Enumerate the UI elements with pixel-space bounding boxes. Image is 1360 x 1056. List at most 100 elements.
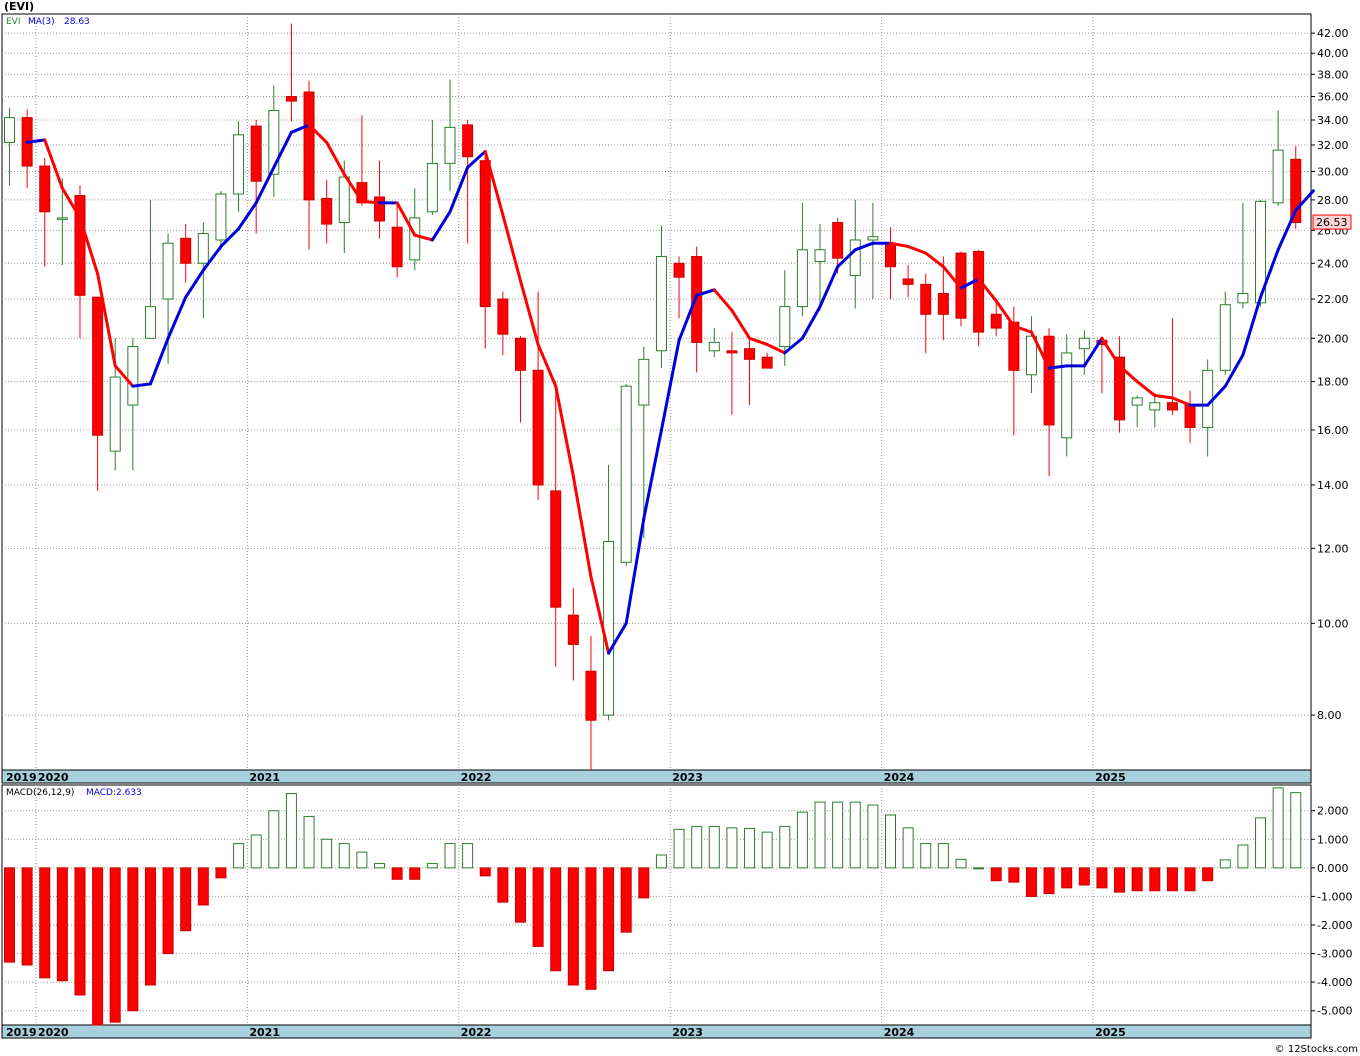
macd-tick-label: 2.000 — [1317, 805, 1349, 818]
macd-bar — [744, 827, 756, 869]
macd-bar — [303, 815, 315, 869]
macd-bars — [4, 787, 1302, 1026]
candle-body — [550, 490, 562, 608]
ma-segment — [959, 277, 981, 290]
ma-segment — [430, 210, 452, 242]
macd-bar — [109, 867, 121, 1023]
candle-body — [532, 369, 544, 486]
price-tick-label: 40.00 — [1317, 47, 1349, 60]
candle-body — [973, 250, 985, 333]
candle-body — [39, 165, 51, 213]
price-tick-label: 20.00 — [1317, 332, 1349, 345]
macd-bar — [321, 838, 333, 869]
ma-segment — [1223, 353, 1245, 388]
price-year-label: 2022 — [461, 771, 492, 784]
ma-segment — [254, 165, 276, 205]
candles — [4, 23, 1302, 770]
candle-body — [1078, 337, 1090, 350]
price-tick-label: 14.00 — [1317, 479, 1349, 492]
macd-bar — [1078, 867, 1090, 886]
ma-segment — [1082, 336, 1104, 368]
macd-bar — [1149, 867, 1161, 892]
ma-segment — [941, 265, 963, 290]
macd-bar — [655, 854, 667, 869]
price-year-label: 2021 — [249, 771, 280, 784]
price-tick-label: 10.00 — [1317, 617, 1349, 630]
candle-body — [162, 242, 174, 300]
macd-bar — [585, 867, 597, 990]
candle-body — [444, 126, 456, 164]
price-year-label: 2024 — [884, 771, 915, 784]
candle-body — [426, 162, 438, 213]
macd-bar — [673, 828, 685, 869]
candle-body — [655, 255, 667, 352]
macd-bar — [4, 867, 15, 963]
candle-body — [56, 217, 68, 220]
candle-body — [4, 117, 15, 143]
last-price-tag: 26.53 — [1316, 216, 1348, 229]
candle-body — [391, 226, 403, 268]
candle-body — [514, 337, 526, 371]
ma-segment — [730, 308, 752, 340]
ma-segment — [748, 336, 769, 346]
ma-segment — [906, 244, 928, 255]
candle-body — [567, 614, 579, 645]
ma-segment — [272, 130, 293, 169]
macd-bar — [1061, 867, 1073, 889]
candle-body — [1166, 402, 1178, 411]
candle-body — [1025, 335, 1037, 376]
macd-bar — [567, 867, 579, 986]
macd-legend-label: MACD(26,12,9) — [6, 788, 74, 798]
candle-body — [462, 124, 474, 158]
ma-segment — [536, 342, 558, 388]
candle-body — [1061, 352, 1073, 439]
macd-bar — [1096, 867, 1108, 889]
candle-body — [180, 237, 192, 264]
candle-body — [109, 376, 121, 452]
candle-body — [1272, 149, 1284, 204]
ma-segment — [60, 186, 82, 220]
ma-segment — [201, 244, 223, 272]
price-tick-label: 16.00 — [1317, 424, 1349, 437]
price-tick-label: 38.00 — [1317, 68, 1349, 81]
candle-body — [796, 249, 808, 308]
macd-bar — [462, 843, 474, 869]
macd-bar — [1219, 859, 1231, 869]
macd-axis-ticks: 2.000 1.000 0.000 -1.000 -2.000 -3.000 -4.000 -… — [1311, 805, 1352, 1018]
macd-bar — [21, 867, 33, 966]
candle-body — [585, 670, 597, 721]
macd-bar — [902, 827, 914, 869]
macd-bar — [391, 867, 403, 880]
macd-bar — [937, 843, 949, 869]
ma-segment — [589, 575, 611, 655]
candle-body — [1290, 158, 1302, 224]
macd-bar — [250, 834, 262, 869]
candle-body — [708, 341, 720, 352]
candle-body — [1043, 335, 1055, 426]
candle-body — [338, 176, 350, 224]
price-tick-label: 42.00 — [1317, 27, 1349, 40]
ma-segment — [1012, 324, 1033, 334]
ma-segment — [1170, 396, 1192, 407]
ma-segment — [113, 364, 135, 388]
watermark: © 12Stocks.com — [1274, 1044, 1358, 1055]
ma-segment — [166, 295, 188, 340]
ma-segment — [642, 428, 663, 521]
ma-segment — [483, 149, 505, 217]
macd-bar — [532, 867, 544, 947]
price-tick-label: 30.00 — [1317, 166, 1349, 179]
macd-year-label: 2019 — [6, 1026, 37, 1039]
macd-bar — [1255, 817, 1267, 869]
price-tick-label: 36.00 — [1317, 91, 1349, 104]
ma-segment — [765, 342, 787, 355]
ma-segment — [289, 123, 311, 134]
ma-segment — [889, 241, 910, 248]
candle-body — [902, 278, 914, 285]
candle-body — [867, 236, 879, 241]
candle-body — [990, 313, 1002, 329]
ma-segment — [1276, 208, 1298, 252]
macd-bar — [162, 867, 174, 955]
ma-segment — [659, 338, 681, 432]
macd-year-label: 2025 — [1095, 1026, 1126, 1039]
